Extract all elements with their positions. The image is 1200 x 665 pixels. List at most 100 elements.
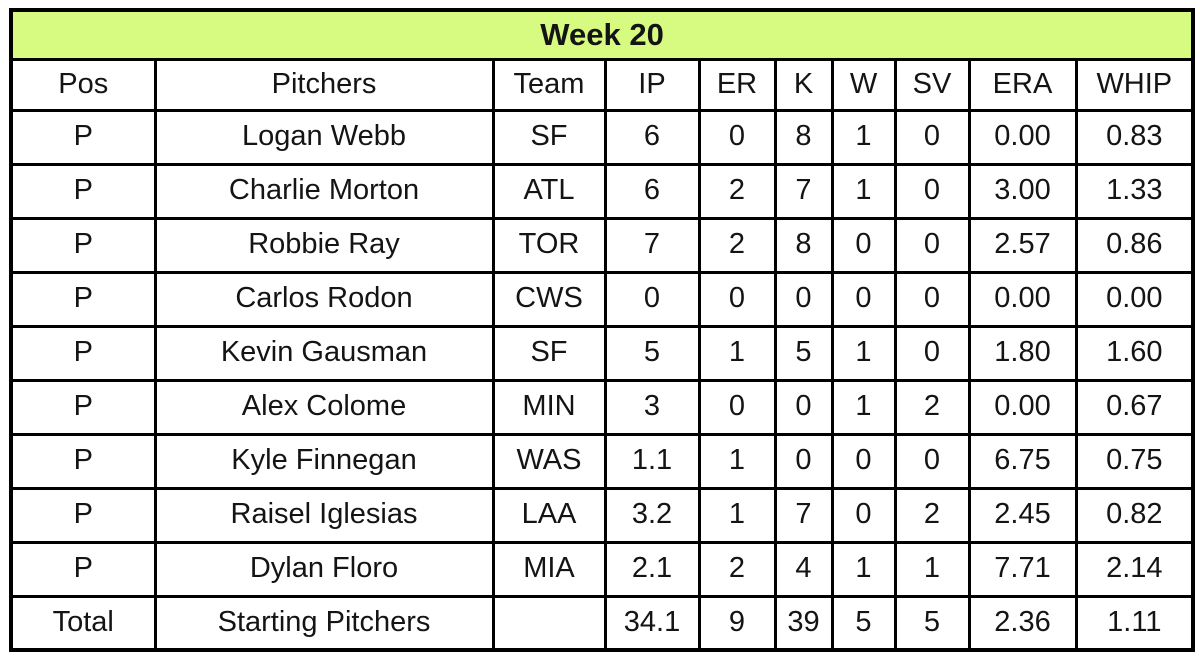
stat-cell: 2.45 — [967, 486, 1078, 544]
stat-cell: 1 — [830, 162, 897, 220]
position-cell: P — [9, 108, 157, 166]
stat-cell: 6 — [603, 162, 701, 220]
pitcher-name-cell: Kyle Finnegan — [153, 432, 495, 490]
stat-cell: 6.75 — [967, 432, 1078, 490]
stat-cell: 2 — [893, 378, 971, 436]
stat-cell: 0.00 — [967, 108, 1078, 166]
stat-cell: 8 — [773, 216, 834, 274]
stat-cell: 1.11 — [1074, 594, 1195, 652]
position-cell: P — [9, 216, 157, 274]
table-row: P Raisel Iglesias LAA 3.2 1 7 0 2 2.45 0.82 — [9, 486, 1195, 544]
stat-cell: 0 — [893, 108, 971, 166]
stat-cell: 8 — [773, 108, 834, 166]
stat-cell: 3.2 — [603, 486, 701, 544]
table-title: Week 20 — [9, 8, 1195, 61]
stat-cell: 9 — [697, 594, 777, 652]
stat-cell: 6 — [603, 108, 701, 166]
stat-cell: 5 — [830, 594, 897, 652]
team-cell: TOR — [491, 216, 607, 274]
stat-cell: 7 — [603, 216, 701, 274]
team-cell: LAA — [491, 486, 607, 544]
stat-cell: 0 — [773, 432, 834, 490]
table-row: P Logan Webb SF 6 0 8 1 0 0.00 0.83 — [9, 108, 1195, 166]
stat-cell: 0 — [773, 270, 834, 328]
stat-cell: 0.67 — [1074, 378, 1195, 436]
stat-cell: 0 — [697, 270, 777, 328]
stat-cell: 2.1 — [603, 540, 701, 598]
column-header-k: K — [773, 57, 834, 112]
stat-cell: 0 — [697, 378, 777, 436]
position-cell: P — [9, 378, 157, 436]
stat-cell: 2 — [697, 216, 777, 274]
stat-cell: 7 — [773, 162, 834, 220]
stat-cell: 2 — [697, 540, 777, 598]
column-header-whip: WHIP — [1074, 57, 1195, 112]
stat-cell: 2.14 — [1074, 540, 1195, 598]
stat-cell: 2.57 — [967, 216, 1078, 274]
team-cell: SF — [491, 108, 607, 166]
stat-cell: 34.1 — [603, 594, 701, 652]
table-row: P Kevin Gausman SF 5 1 5 1 0 1.80 1.60 — [9, 324, 1195, 382]
team-cell: MIA — [491, 540, 607, 598]
stat-cell: 0.75 — [1074, 432, 1195, 490]
column-header-pos: Pos — [9, 57, 157, 112]
stat-cell: 2 — [893, 486, 971, 544]
table-row: P Dylan Floro MIA 2.1 2 4 1 1 7.71 2.14 — [9, 540, 1195, 598]
stat-cell: 0.00 — [1074, 270, 1195, 328]
stat-cell: 1 — [830, 540, 897, 598]
stat-cell: 0 — [830, 270, 897, 328]
pitcher-name-cell: Raisel Iglesias — [153, 486, 495, 544]
stat-cell: 0 — [830, 216, 897, 274]
stat-cell: 1 — [697, 486, 777, 544]
team-cell: WAS — [491, 432, 607, 490]
stat-cell: 0 — [893, 270, 971, 328]
pitcher-name-cell: Carlos Rodon — [153, 270, 495, 328]
team-cell: SF — [491, 324, 607, 382]
position-cell: P — [9, 432, 157, 490]
stat-cell: 1 — [830, 378, 897, 436]
stat-cell: 7 — [773, 486, 834, 544]
stat-cell: 1.60 — [1074, 324, 1195, 382]
stat-cell: 0 — [893, 324, 971, 382]
table-row: P Robbie Ray TOR 7 2 8 0 0 2.57 0.86 — [9, 216, 1195, 274]
table-row: P Charlie Morton ATL 6 2 7 1 0 3.00 1.33 — [9, 162, 1195, 220]
pitcher-name-cell: Robbie Ray — [153, 216, 495, 274]
stat-cell: 0 — [893, 216, 971, 274]
pitchers-stats-table: Week 20 Pos Pitchers Team IP ER K W SV ERA WHIP P… — [9, 8, 1196, 652]
stat-cell: 0.00 — [967, 378, 1078, 436]
stat-cell: 7.71 — [967, 540, 1078, 598]
stat-cell: 1 — [830, 324, 897, 382]
team-cell: CWS — [491, 270, 607, 328]
stat-cell: 0 — [830, 486, 897, 544]
stat-cell: 0.00 — [967, 270, 1078, 328]
pitcher-name-cell: Alex Colome — [153, 378, 495, 436]
column-header-w: W — [830, 57, 897, 112]
table-row: P Carlos Rodon CWS 0 0 0 0 0 0.00 0.00 — [9, 270, 1195, 328]
position-cell: P — [9, 540, 157, 598]
column-header-ip: IP — [603, 57, 701, 112]
stat-cell: 0.86 — [1074, 216, 1195, 274]
team-cell — [491, 594, 607, 652]
stat-cell: 0 — [830, 432, 897, 490]
column-header-row: Pos Pitchers Team IP ER K W SV ERA WHIP — [9, 57, 1195, 112]
total-row: Total Starting Pitchers 34.1 9 39 5 5 2.36 1.11 — [9, 594, 1195, 652]
stat-cell: 3 — [603, 378, 701, 436]
stat-cell: 1 — [697, 324, 777, 382]
pitcher-name-cell: Logan Webb — [153, 108, 495, 166]
total-name-cell: Starting Pitchers — [153, 594, 495, 652]
stat-cell: 39 — [773, 594, 834, 652]
stat-cell: 0 — [893, 432, 971, 490]
stat-cell: 1 — [830, 108, 897, 166]
stat-cell: 2.36 — [967, 594, 1078, 652]
stat-cell: 0 — [893, 162, 971, 220]
column-header-pitchers: Pitchers — [153, 57, 495, 112]
stat-cell: 5 — [893, 594, 971, 652]
column-header-er: ER — [697, 57, 777, 112]
stat-cell: 1 — [893, 540, 971, 598]
total-label-cell: Total — [9, 594, 157, 652]
stat-cell: 1.33 — [1074, 162, 1195, 220]
stat-cell: 3.00 — [967, 162, 1078, 220]
stat-cell: 4 — [773, 540, 834, 598]
table-row: P Alex Colome MIN 3 0 0 1 2 0.00 0.67 — [9, 378, 1195, 436]
